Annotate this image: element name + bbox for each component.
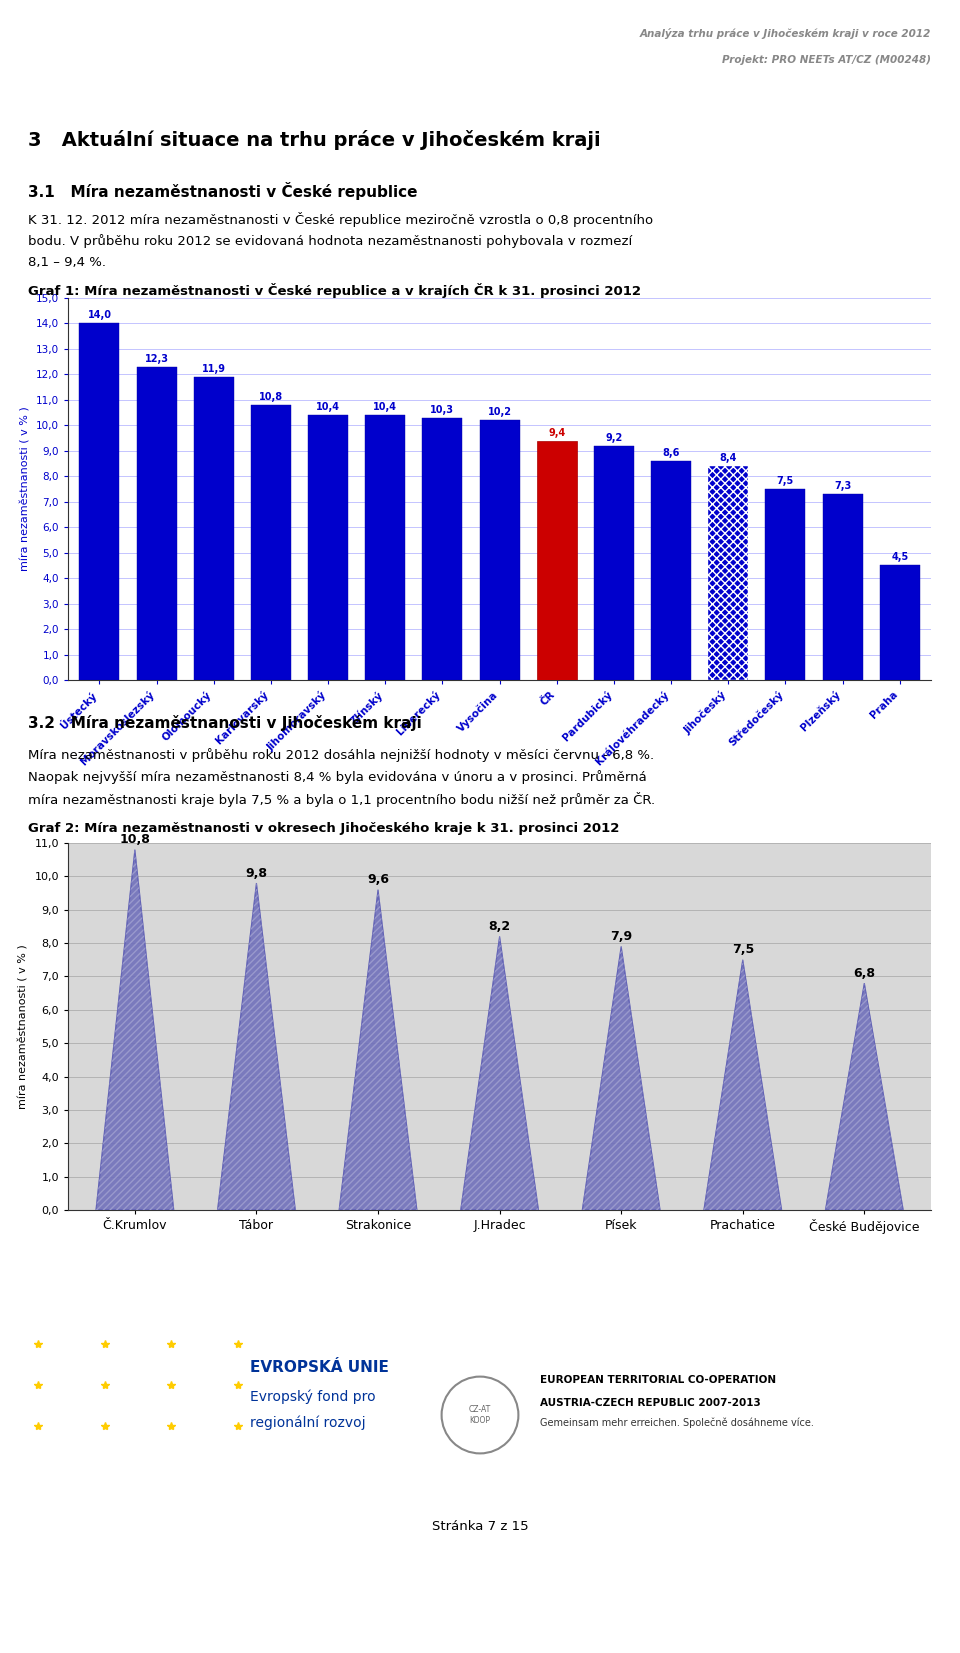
Polygon shape bbox=[461, 936, 539, 1210]
Bar bbox=[879, 565, 920, 679]
Text: 10,8: 10,8 bbox=[259, 392, 283, 402]
Text: 4,5: 4,5 bbox=[891, 552, 908, 562]
Text: 7,5: 7,5 bbox=[777, 476, 794, 486]
Bar bbox=[537, 441, 577, 679]
Text: 9,8: 9,8 bbox=[246, 866, 268, 879]
Text: EVROPSKÁ UNIE: EVROPSKÁ UNIE bbox=[250, 1360, 389, 1375]
Text: 11,9: 11,9 bbox=[202, 364, 226, 374]
Text: 8,4: 8,4 bbox=[720, 453, 737, 463]
Text: Projekt: PRO NEETs AT/CZ (M00248): Projekt: PRO NEETs AT/CZ (M00248) bbox=[722, 55, 931, 64]
Text: 3.2   Míra nezaměstnanosti v Jihočeském kraji: 3.2 Míra nezaměstnanosti v Jihočeském kr… bbox=[28, 716, 421, 731]
Text: 10,8: 10,8 bbox=[119, 833, 151, 846]
Text: Míra nezaměstnanosti v průběhu roku 2012 dosáhla nejnižší hodnoty v měsíci červn: Míra nezaměstnanosti v průběhu roku 2012… bbox=[28, 749, 654, 762]
Text: 7,5: 7,5 bbox=[732, 944, 754, 957]
Text: regionální rozvoj: regionální rozvoj bbox=[250, 1415, 366, 1430]
Bar bbox=[308, 415, 348, 679]
Text: Graf 2: Míra nezaměstnanosti v okresech Jihočeského kraje k 31. prosinci 2012: Graf 2: Míra nezaměstnanosti v okresech … bbox=[28, 822, 619, 835]
Polygon shape bbox=[704, 960, 781, 1210]
Text: 10,3: 10,3 bbox=[430, 405, 454, 415]
Text: 9,2: 9,2 bbox=[606, 433, 622, 443]
Polygon shape bbox=[826, 984, 903, 1210]
Text: Stránka 7 z 15: Stránka 7 z 15 bbox=[432, 1521, 528, 1532]
Polygon shape bbox=[339, 889, 417, 1210]
Text: 8,6: 8,6 bbox=[662, 448, 680, 458]
Text: 8,1 – 9,4 %.: 8,1 – 9,4 %. bbox=[28, 256, 106, 269]
Bar bbox=[708, 466, 748, 679]
Bar bbox=[422, 418, 463, 679]
Bar bbox=[251, 405, 291, 679]
Y-axis label: míra nezaměstnanosti ( v % ): míra nezaměstnanosti ( v % ) bbox=[19, 944, 29, 1109]
Text: bodu. V průběhu roku 2012 se evidovaná hodnota nezaměstnanosti pohybovala v rozm: bodu. V průběhu roku 2012 se evidovaná h… bbox=[28, 235, 633, 248]
Bar bbox=[594, 446, 634, 679]
Text: K 31. 12. 2012 míra nezaměstnanosti v České republice meziročně vzrostla o 0,8 p: K 31. 12. 2012 míra nezaměstnanosti v Če… bbox=[28, 212, 653, 226]
Text: 6,8: 6,8 bbox=[853, 967, 876, 980]
Text: 7,3: 7,3 bbox=[834, 481, 852, 491]
Text: 9,4: 9,4 bbox=[548, 428, 565, 438]
Text: Naopak nejvyšší míra nezaměstnanosti 8,4 % byla evidována v únoru a v prosinci. : Naopak nejvyšší míra nezaměstnanosti 8,4… bbox=[28, 770, 647, 784]
Y-axis label: míra nezaměstnanosti ( v % ): míra nezaměstnanosti ( v % ) bbox=[20, 407, 31, 572]
Text: 12,3: 12,3 bbox=[145, 354, 169, 364]
Bar bbox=[823, 494, 863, 679]
Text: Graf 1: Míra nezaměstnanosti v České republice a v krajích ČR k 31. prosinci 201: Graf 1: Míra nezaměstnanosti v České rep… bbox=[28, 283, 641, 298]
Text: Analýza trhu práce v Jihočeském kraji v roce 2012: Analýza trhu práce v Jihočeském kraji v … bbox=[639, 28, 931, 40]
Text: 3.1   Míra nezaměstnanosti v České republice: 3.1 Míra nezaměstnanosti v České republi… bbox=[28, 182, 418, 200]
Text: 10,4: 10,4 bbox=[373, 402, 397, 412]
Text: 10,2: 10,2 bbox=[488, 407, 512, 417]
Polygon shape bbox=[583, 947, 660, 1210]
Polygon shape bbox=[218, 883, 296, 1210]
Polygon shape bbox=[96, 850, 174, 1210]
Text: 9,6: 9,6 bbox=[367, 873, 389, 886]
Text: 14,0: 14,0 bbox=[87, 311, 111, 321]
Bar bbox=[765, 489, 805, 679]
Text: Gemeinsam mehr erreichen. Společně dosáhneme více.: Gemeinsam mehr erreichen. Společně dosáh… bbox=[540, 1418, 814, 1428]
Bar bbox=[651, 461, 691, 679]
Bar bbox=[480, 420, 519, 679]
Text: 8,2: 8,2 bbox=[489, 921, 511, 932]
Bar bbox=[194, 377, 234, 679]
Text: míra nezaměstnanosti kraje byla 7,5 % a byla o 1,1 procentního bodu nižší než pr: míra nezaměstnanosti kraje byla 7,5 % a … bbox=[28, 792, 655, 807]
Bar bbox=[80, 324, 119, 679]
Text: CZ-AT
KOOP: CZ-AT KOOP bbox=[468, 1405, 492, 1425]
Text: AUSTRIA-CZECH REPUBLIC 2007-2013: AUSTRIA-CZECH REPUBLIC 2007-2013 bbox=[540, 1398, 760, 1408]
Text: 10,4: 10,4 bbox=[316, 402, 340, 412]
Bar bbox=[365, 415, 405, 679]
Text: EUROPEAN TERRITORIAL CO-OPERATION: EUROPEAN TERRITORIAL CO-OPERATION bbox=[540, 1375, 776, 1385]
Bar bbox=[136, 367, 177, 679]
Text: 3   Aktuální situace na trhu práce v Jihočeském kraji: 3 Aktuální situace na trhu práce v Jihoč… bbox=[28, 131, 601, 150]
Text: Evropský fond pro: Evropský fond pro bbox=[250, 1390, 375, 1405]
Text: 7,9: 7,9 bbox=[611, 931, 633, 944]
